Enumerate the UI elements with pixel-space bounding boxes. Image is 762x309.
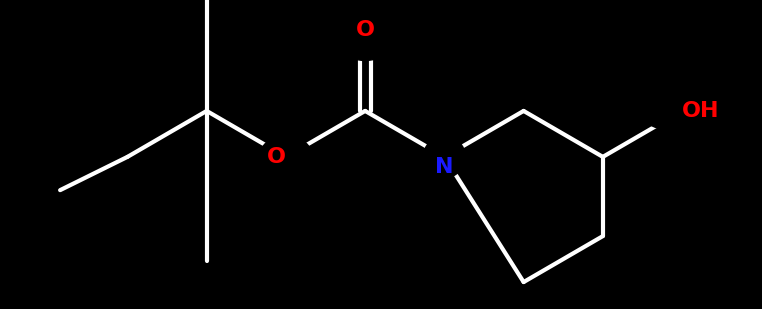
Ellipse shape <box>259 136 312 178</box>
Text: OH: OH <box>682 101 719 121</box>
Text: N: N <box>435 157 453 177</box>
Ellipse shape <box>639 90 725 132</box>
Ellipse shape <box>424 136 466 178</box>
Ellipse shape <box>338 19 392 61</box>
Text: O: O <box>356 19 375 40</box>
Text: O: O <box>267 147 286 167</box>
